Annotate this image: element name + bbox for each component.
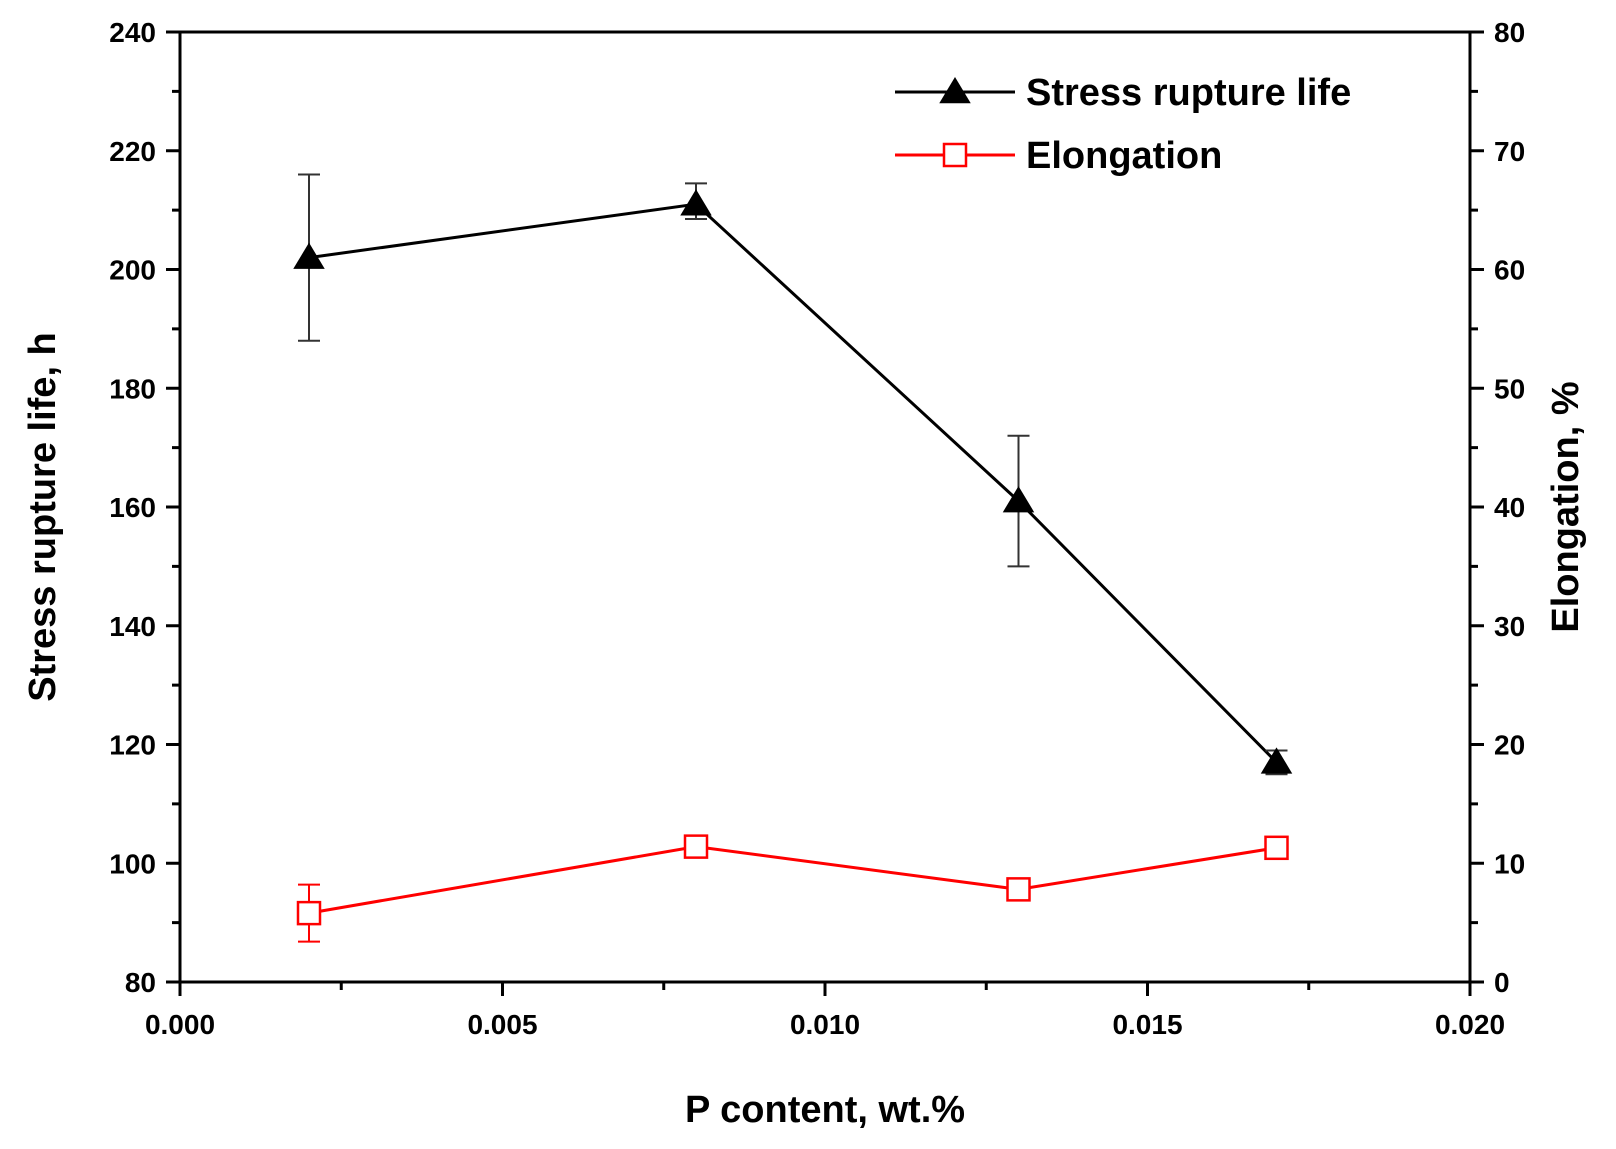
tick-labels: 0.000 0.005 0.010 0.015 0.020801001201401601… xyxy=(109,17,1525,1040)
data-point xyxy=(683,834,709,859)
y-tick-label: 80 xyxy=(125,967,156,998)
y2-tick-label: 60 xyxy=(1494,255,1525,286)
x-tick-label: 0.010 xyxy=(790,1009,860,1040)
y-tick-label: 140 xyxy=(109,611,156,642)
legend-marker-elongation xyxy=(942,142,968,168)
x-axis-title: P content, wt.% xyxy=(685,1089,965,1131)
legend-marker-stress xyxy=(939,77,971,104)
y-axis-title: Stress rupture life, h xyxy=(22,332,64,702)
y2-tick-label: 70 xyxy=(1494,136,1525,167)
series-line xyxy=(308,202,1278,764)
x-tick-label: 0.005 xyxy=(467,1009,537,1040)
legend: Stress rupture life Elongation xyxy=(895,72,1351,177)
series-line xyxy=(308,845,1277,915)
data-point xyxy=(1260,747,1293,774)
y-tick-label: 200 xyxy=(109,255,156,286)
x-tick-label: 0.020 xyxy=(1435,1009,1505,1040)
y-tick-label: 180 xyxy=(109,373,156,404)
data-point xyxy=(1006,877,1031,902)
y2-tick-label: 20 xyxy=(1494,730,1525,761)
data-point xyxy=(293,242,325,269)
series-elongation xyxy=(296,834,1289,943)
y-tick-label: 240 xyxy=(109,17,156,48)
y2-axis-title: Elongation, % xyxy=(1545,381,1587,632)
legend-label-stress: Stress rupture life xyxy=(1026,72,1351,114)
legend-label-elongation: Elongation xyxy=(1026,135,1222,177)
series-layer xyxy=(293,173,1293,943)
y-tick-label: 160 xyxy=(109,492,156,523)
y-tick-label: 220 xyxy=(109,136,156,167)
y-tick-label: 120 xyxy=(109,730,156,761)
data-point xyxy=(296,900,322,926)
data-point xyxy=(1002,486,1035,513)
data-point xyxy=(1264,835,1289,861)
y2-tick-label: 40 xyxy=(1494,492,1525,523)
data-point xyxy=(680,189,712,216)
y2-tick-label: 0 xyxy=(1494,967,1510,998)
y2-tick-label: 50 xyxy=(1494,373,1525,404)
y2-tick-label: 30 xyxy=(1494,611,1525,642)
y2-tick-label: 80 xyxy=(1494,17,1525,48)
y-tick-label: 100 xyxy=(109,848,156,879)
x-tick-label: 0.015 xyxy=(1112,1009,1182,1040)
y2-tick-label: 10 xyxy=(1494,848,1525,879)
plot-frame xyxy=(178,30,1472,984)
x-tick-label: 0.000 xyxy=(145,1009,215,1040)
series-stress-rupture-life xyxy=(293,173,1293,776)
